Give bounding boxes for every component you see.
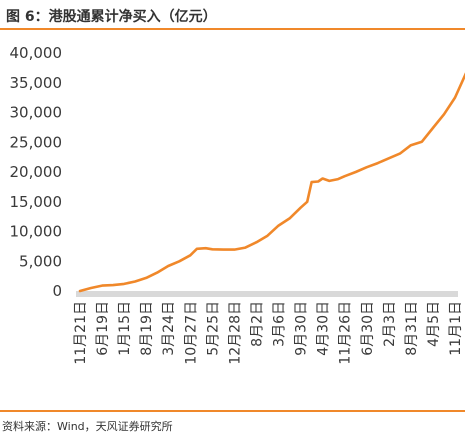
y-tick-label: 40,000	[10, 44, 63, 62]
y-tick-label: 35,000	[10, 74, 63, 92]
x-tick-label: 6月19日	[95, 301, 111, 356]
x-tick-label: 6月30日	[360, 301, 376, 356]
y-tick-label: 20,000	[10, 163, 63, 181]
x-tick-label: 4月30日	[316, 301, 332, 356]
y-tick-label: 10,000	[10, 223, 63, 241]
y-tick-label: 5,000	[19, 252, 62, 270]
x-tick-label: 9月30日	[294, 301, 310, 356]
figure-title: 图 6：港股通累计净买入（亿元）	[6, 9, 217, 25]
x-tick-label: 8月2日	[249, 301, 265, 347]
source-rule	[0, 410, 465, 412]
title-rule	[0, 28, 465, 30]
y-tick-label: 30,000	[10, 104, 63, 122]
x-axis-band	[76, 291, 458, 297]
x-tick-label: 3月6日	[272, 301, 288, 347]
x-tick-label: 8月31日	[404, 301, 420, 356]
x-tick-label: 10月27日	[183, 301, 199, 365]
x-tick-label: 2月3日	[382, 301, 398, 347]
x-tick-label: 11月1日	[448, 301, 464, 356]
x-tick-label: 5月25日	[205, 301, 221, 356]
series-line	[78, 72, 465, 293]
y-tick-label: 0	[52, 282, 62, 300]
x-tick-label: 8月19日	[139, 301, 155, 356]
x-tick-label: 3月24日	[161, 301, 177, 356]
x-tick-label: 4月5日	[426, 301, 442, 347]
x-tick-label: 11月21日	[73, 301, 89, 365]
x-tick-label: 1月15日	[117, 301, 133, 356]
y-tick-label: 15,000	[10, 193, 63, 211]
x-tick-label: 11月26日	[338, 301, 354, 365]
x-tick-label: 12月28日	[227, 301, 243, 365]
cumulative-net-buy-chart: 0 5,000 10,000 15,000 20,000 25,000 30,000 35,0…	[10, 44, 465, 365]
y-tick-label: 25,000	[10, 133, 63, 151]
source-note: 资料来源：Wind，天风证券研究所	[2, 420, 173, 433]
